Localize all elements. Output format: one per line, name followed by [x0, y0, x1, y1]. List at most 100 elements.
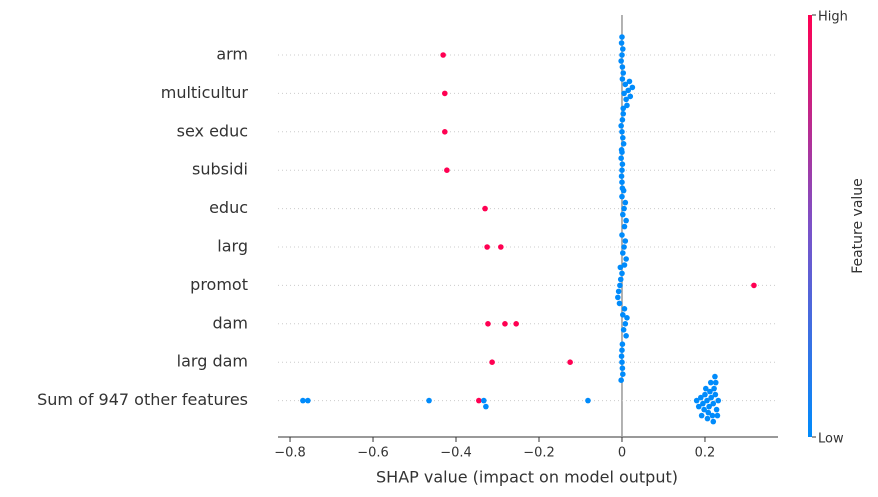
shap-point: [625, 87, 632, 94]
shap-point: [620, 371, 626, 378]
shap-point: [485, 321, 491, 327]
shap-point: [619, 76, 626, 82]
shap-point: [621, 306, 628, 312]
shap-point: [444, 167, 450, 173]
shap-point: [620, 211, 626, 218]
shap-point: [619, 359, 625, 366]
x-axis-label: SHAP value (impact on model output): [376, 468, 678, 487]
shap-point: [619, 149, 625, 155]
shap-point: [300, 397, 306, 404]
shap-point: [489, 359, 495, 366]
shap-point: [513, 321, 519, 327]
shap-point: [712, 373, 718, 380]
y-tick-label: sex educ: [177, 121, 248, 140]
shap-point: [619, 117, 626, 123]
shap-point: [710, 418, 717, 425]
shap-point: [707, 379, 714, 386]
shap-point: [619, 161, 626, 167]
shap-point: [623, 256, 629, 262]
shap-point: [712, 391, 719, 398]
shap-point: [615, 288, 622, 295]
shap-point: [585, 397, 591, 404]
shap-point: [704, 397, 710, 404]
shap-point: [704, 415, 711, 422]
shap-point: [442, 90, 448, 97]
shap-point: [708, 394, 714, 401]
shap-point: [620, 187, 627, 194]
colorbar-tick-label: High: [818, 10, 848, 25]
shap-point: [623, 217, 629, 224]
shap-point: [622, 81, 629, 88]
shap-point: [620, 250, 626, 256]
shap-point: [701, 406, 707, 413]
shap-point: [619, 232, 625, 238]
shap-point: [620, 312, 626, 318]
shap-point: [619, 193, 625, 200]
shap-point: [715, 397, 722, 404]
shap-point: [619, 179, 625, 185]
shap-point: [622, 321, 629, 327]
shap-point: [619, 129, 625, 135]
shap-point: [702, 391, 708, 398]
x-tick-label: −0.4: [440, 446, 472, 461]
colorbar-tick-label: Low: [818, 432, 844, 447]
shap-point: [502, 321, 508, 327]
shap-point: [617, 264, 624, 271]
shap-point: [483, 403, 489, 410]
shap-point: [621, 244, 627, 250]
shap-point: [709, 412, 716, 419]
shap-point: [621, 223, 628, 230]
shap-point: [700, 400, 706, 407]
shap-point: [698, 412, 705, 419]
shap-point: [305, 397, 311, 404]
y-tick-label: arm: [216, 45, 248, 64]
shap-point: [627, 93, 634, 100]
shap-point: [615, 294, 621, 301]
y-tick-label: larg dam: [177, 352, 248, 371]
shap-point: [620, 135, 626, 141]
y-tick-label: promot: [190, 275, 248, 294]
shap-point: [619, 34, 625, 40]
shap-point: [619, 365, 626, 372]
shap-point: [620, 70, 627, 76]
shap-point: [617, 282, 623, 289]
shap-point: [712, 379, 719, 386]
shap-point: [619, 52, 625, 58]
x-tick-label: 0: [618, 446, 626, 461]
shap-point: [619, 167, 625, 173]
shap-point: [618, 123, 624, 129]
shap-point: [698, 394, 704, 401]
shap-point: [440, 52, 446, 58]
shap-point: [619, 270, 625, 277]
shap-point: [617, 276, 624, 283]
shap-point: [618, 377, 624, 384]
y-tick-label: educ: [209, 198, 248, 217]
shap-point: [624, 102, 630, 109]
shap-point: [498, 244, 504, 250]
shap-point: [618, 173, 625, 179]
y-tick-label: subsidi: [192, 160, 248, 179]
shap-point: [618, 58, 624, 64]
shap-point: [623, 333, 629, 339]
shap-point: [623, 96, 629, 103]
shap-point: [705, 409, 712, 416]
shap-point: [567, 359, 573, 366]
x-tick-label: −0.8: [274, 446, 306, 461]
shap-point: [621, 90, 627, 97]
shap-point: [751, 282, 757, 289]
shap-point: [620, 105, 627, 112]
shap-point: [619, 347, 625, 354]
shap-point: [710, 400, 717, 407]
shap-point: [482, 205, 488, 212]
shap-point: [711, 385, 717, 392]
shap-point: [426, 397, 432, 404]
shap-point: [481, 397, 487, 404]
y-tick-label: Sum of 947 other features: [37, 390, 248, 409]
shap-point: [620, 327, 627, 333]
shap-point: [618, 40, 625, 46]
shap-point: [621, 205, 627, 212]
shap-point: [713, 406, 720, 413]
colorbar: [808, 15, 812, 437]
shap-point: [622, 199, 629, 206]
